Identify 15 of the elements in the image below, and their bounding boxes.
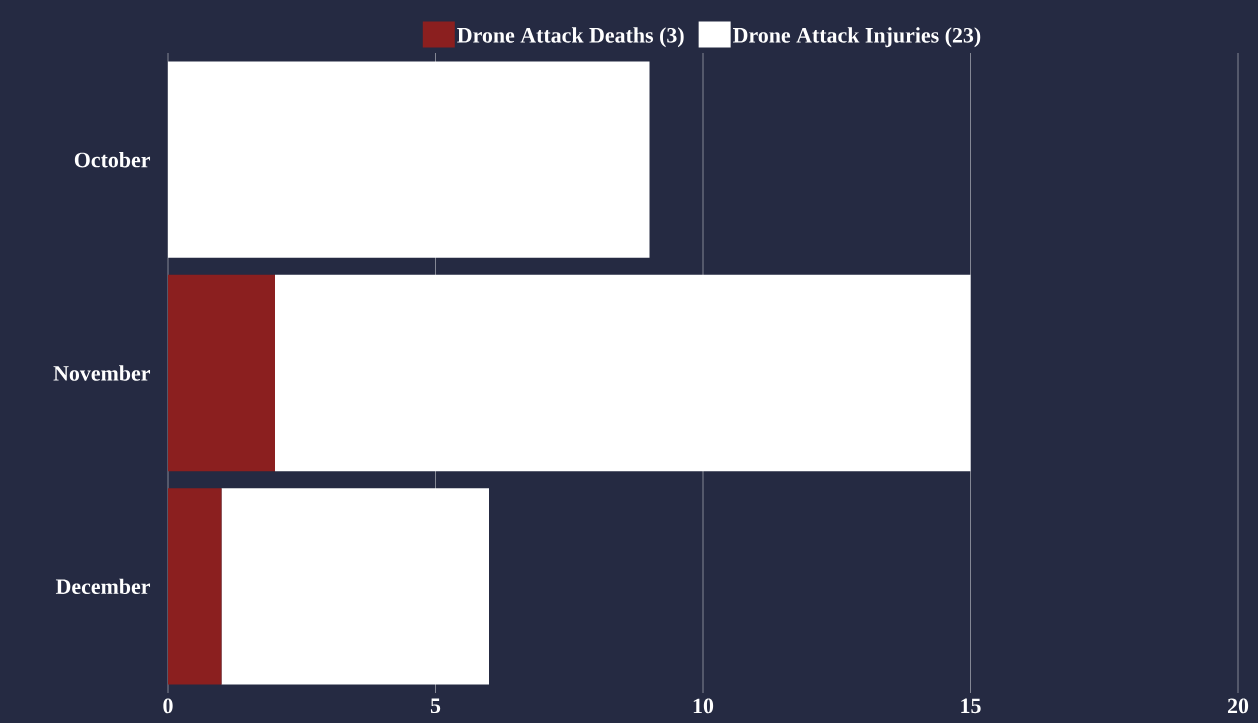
- legend-label: Drone Attack Deaths (3): [457, 27, 684, 48]
- x-tick-label: 15: [961, 698, 981, 714]
- bar: [221, 488, 489, 685]
- legend-label: Drone Attack Injuries (23): [733, 27, 981, 48]
- bar: [168, 61, 650, 258]
- bar: [275, 274, 971, 472]
- x-tick-label: 5: [430, 698, 441, 714]
- y-tick-label: November: [53, 365, 151, 381]
- bar: [168, 274, 275, 472]
- y-tick-label: December: [55, 578, 151, 595]
- x-tick-label: 0: [163, 698, 173, 714]
- x-tick-label: 20: [1227, 698, 1249, 714]
- x-tick-label: 10: [693, 698, 714, 714]
- y-tick-label: October: [74, 151, 151, 168]
- bar: [168, 488, 222, 685]
